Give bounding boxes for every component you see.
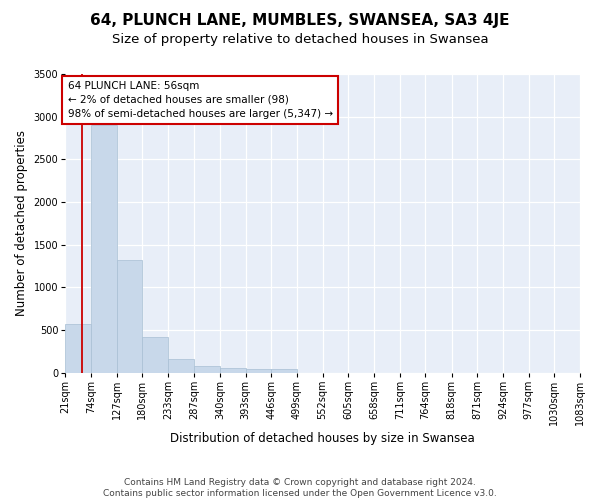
Text: Contains HM Land Registry data © Crown copyright and database right 2024.
Contai: Contains HM Land Registry data © Crown c… — [103, 478, 497, 498]
Bar — [116, 260, 142, 373]
Bar — [220, 368, 245, 373]
X-axis label: Distribution of detached houses by size in Swansea: Distribution of detached houses by size … — [170, 432, 475, 445]
Bar — [271, 370, 297, 373]
Y-axis label: Number of detached properties: Number of detached properties — [15, 130, 28, 316]
Text: Size of property relative to detached houses in Swansea: Size of property relative to detached ho… — [112, 32, 488, 46]
Bar — [194, 366, 220, 373]
Bar — [168, 359, 194, 373]
Text: 64, PLUNCH LANE, MUMBLES, SWANSEA, SA3 4JE: 64, PLUNCH LANE, MUMBLES, SWANSEA, SA3 4… — [90, 12, 510, 28]
Bar — [65, 324, 91, 373]
Text: 64 PLUNCH LANE: 56sqm
← 2% of detached houses are smaller (98)
98% of semi-detac: 64 PLUNCH LANE: 56sqm ← 2% of detached h… — [68, 81, 333, 119]
Bar — [245, 369, 271, 373]
Bar — [91, 125, 116, 373]
Bar — [142, 338, 168, 373]
